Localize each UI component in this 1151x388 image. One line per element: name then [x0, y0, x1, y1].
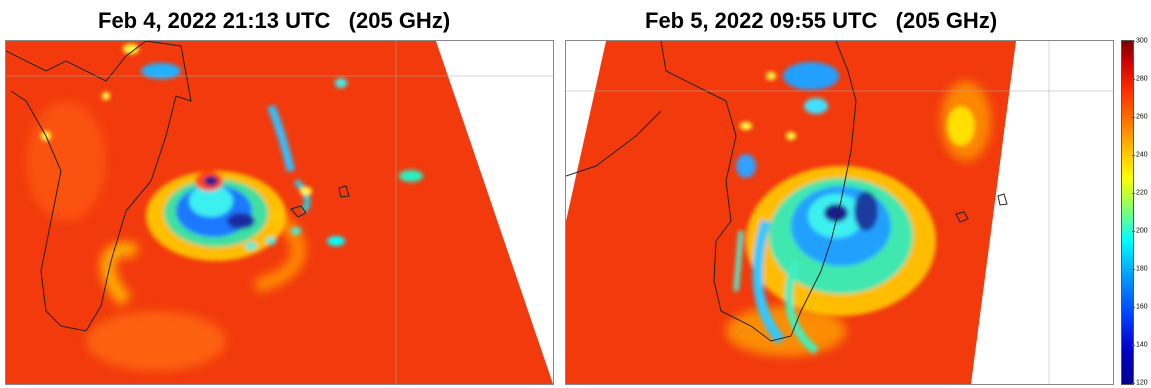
colorbar-tick-label: 200 — [1136, 227, 1148, 235]
colorbar-tick-label: 180 — [1136, 265, 1148, 273]
colorbar-tick-label: 220 — [1136, 189, 1148, 197]
right-panel-title: Feb 5, 2022 09:55 UTC (205 GHz) — [645, 8, 998, 33]
left-panel-title: Feb 4, 2022 21:13 UTC (205 GHz) — [98, 8, 451, 33]
colorbar-tick-label: 140 — [1136, 341, 1148, 349]
colorbar-tick-mark — [1132, 231, 1135, 232]
colorbar-tick-mark — [1132, 345, 1135, 346]
colorbar-tick-mark — [1132, 269, 1135, 270]
right-satellite-image — [565, 40, 1114, 385]
left-satellite-image — [5, 40, 554, 385]
colorbar-tick-mark — [1132, 79, 1135, 80]
colorbar-tick-label: 240 — [1136, 151, 1148, 159]
colorbar-tick-label: 260 — [1136, 113, 1148, 121]
colorbar-tick-mark — [1132, 193, 1135, 194]
colorbar-tick-label: 300 — [1136, 37, 1148, 45]
colorbar-tick-label: 280 — [1136, 75, 1148, 83]
colorbar-tick-mark — [1132, 117, 1135, 118]
colorbar-tick-label: 120 — [1136, 379, 1148, 387]
colorbar-tick-mark — [1132, 383, 1135, 384]
colorbar-tick-label: 160 — [1136, 303, 1148, 311]
colorbar-tick-mark — [1132, 307, 1135, 308]
colorbar-tick-mark — [1132, 41, 1135, 42]
colorbar-tick-mark — [1132, 155, 1135, 156]
colorbar — [1121, 40, 1134, 385]
